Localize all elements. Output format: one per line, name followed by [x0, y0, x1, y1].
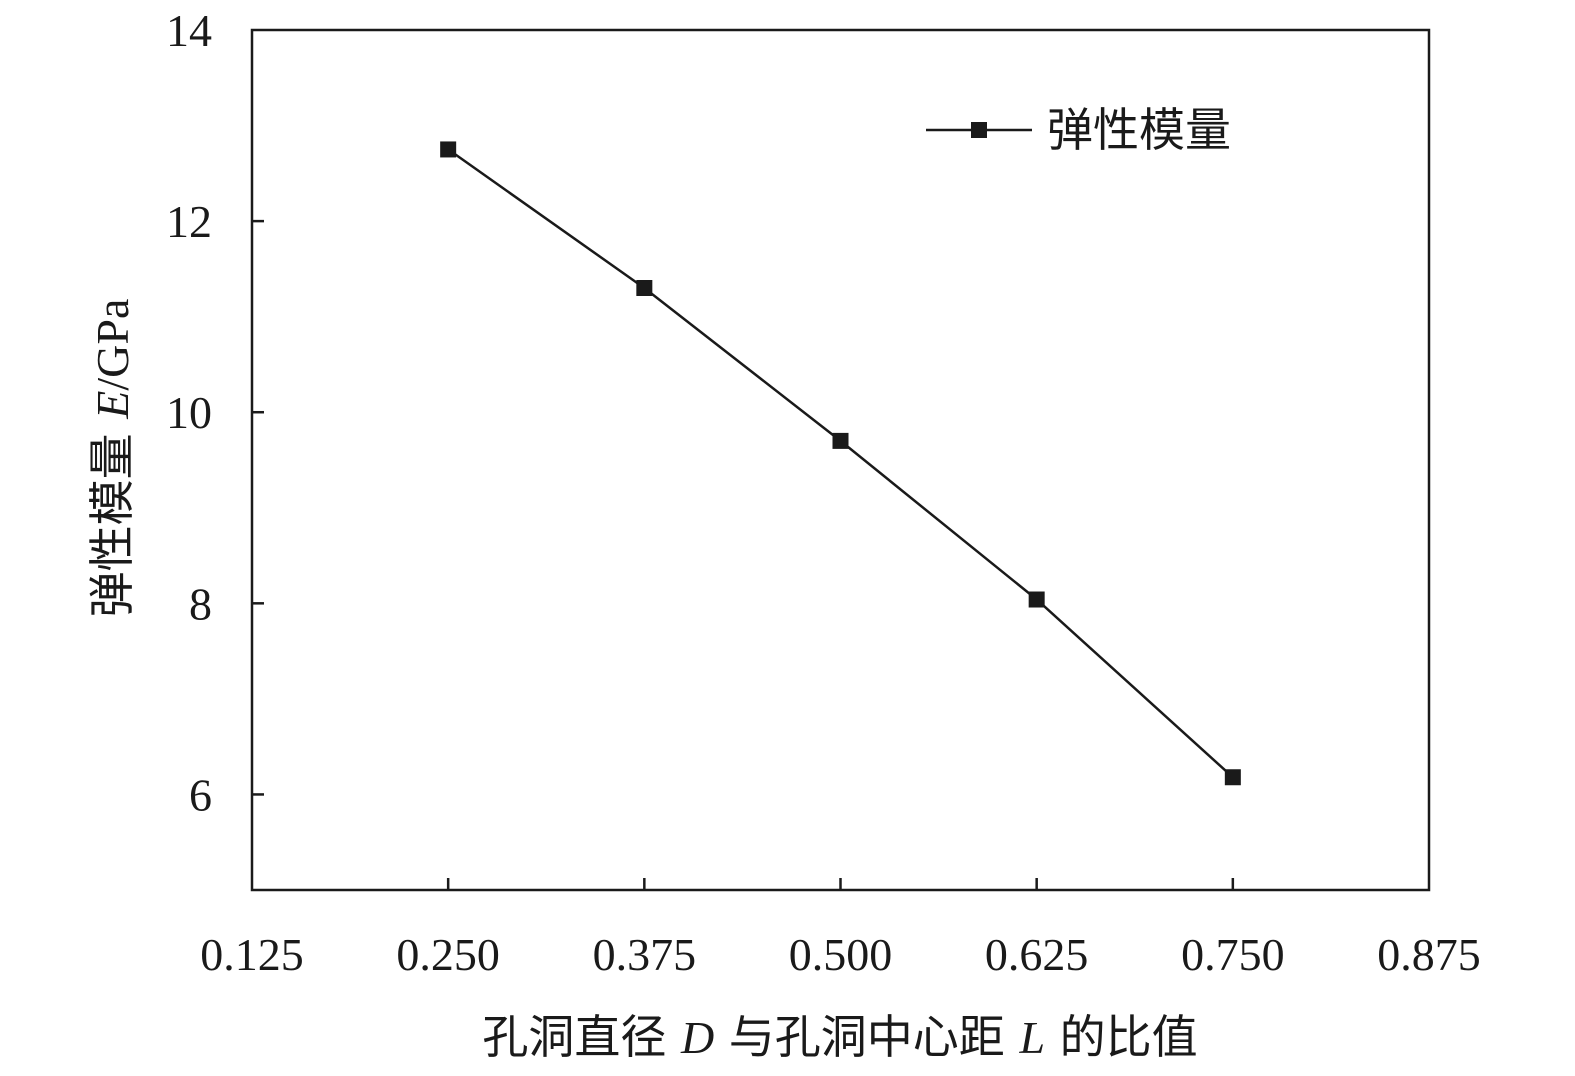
x-axis-ticks — [446, 878, 1235, 890]
series-layer — [440, 141, 1241, 786]
data-point — [832, 432, 849, 449]
data-point — [440, 141, 457, 158]
x-tick-label: 0.375 — [593, 929, 697, 980]
x-tick-label: 0.250 — [396, 929, 500, 980]
x-axis-title: 孔洞直径 D 与孔洞中心距 L 的比值 — [482, 1010, 1197, 1064]
x-tick-label: 0.875 — [1377, 929, 1481, 980]
y-axis-ticks — [252, 219, 264, 796]
y-tick-label: 14 — [166, 5, 212, 56]
y-axis-title: 弹性模量 E/GPa — [85, 299, 139, 618]
y-tick-label: 12 — [166, 196, 212, 247]
legend-marker — [971, 122, 987, 138]
y-tick-label: 8 — [189, 578, 212, 629]
legend-label: 弹性模量 — [1047, 103, 1231, 157]
x-axis-tick-labels: 0.125 0.250 0.375 0.500 0.625 0.750 0.875 — [200, 929, 1481, 980]
plot-frame — [250, 28, 1431, 892]
x-tick-label: 0.500 — [789, 929, 893, 980]
x-tick-label: 0.125 — [200, 929, 304, 980]
x-tick-label: 0.625 — [985, 929, 1089, 980]
data-point — [636, 280, 653, 296]
series-line — [447, 148, 1234, 779]
y-tick-label: 10 — [166, 387, 212, 438]
legend: 弹性模量 — [926, 103, 1231, 157]
x-tick-label: 0.750 — [1181, 929, 1285, 980]
y-axis-tick-labels: 6 8 10 12 14 — [166, 5, 212, 820]
data-point — [1028, 591, 1045, 608]
y-tick-label: 6 — [189, 769, 212, 820]
data-point — [1224, 769, 1241, 786]
